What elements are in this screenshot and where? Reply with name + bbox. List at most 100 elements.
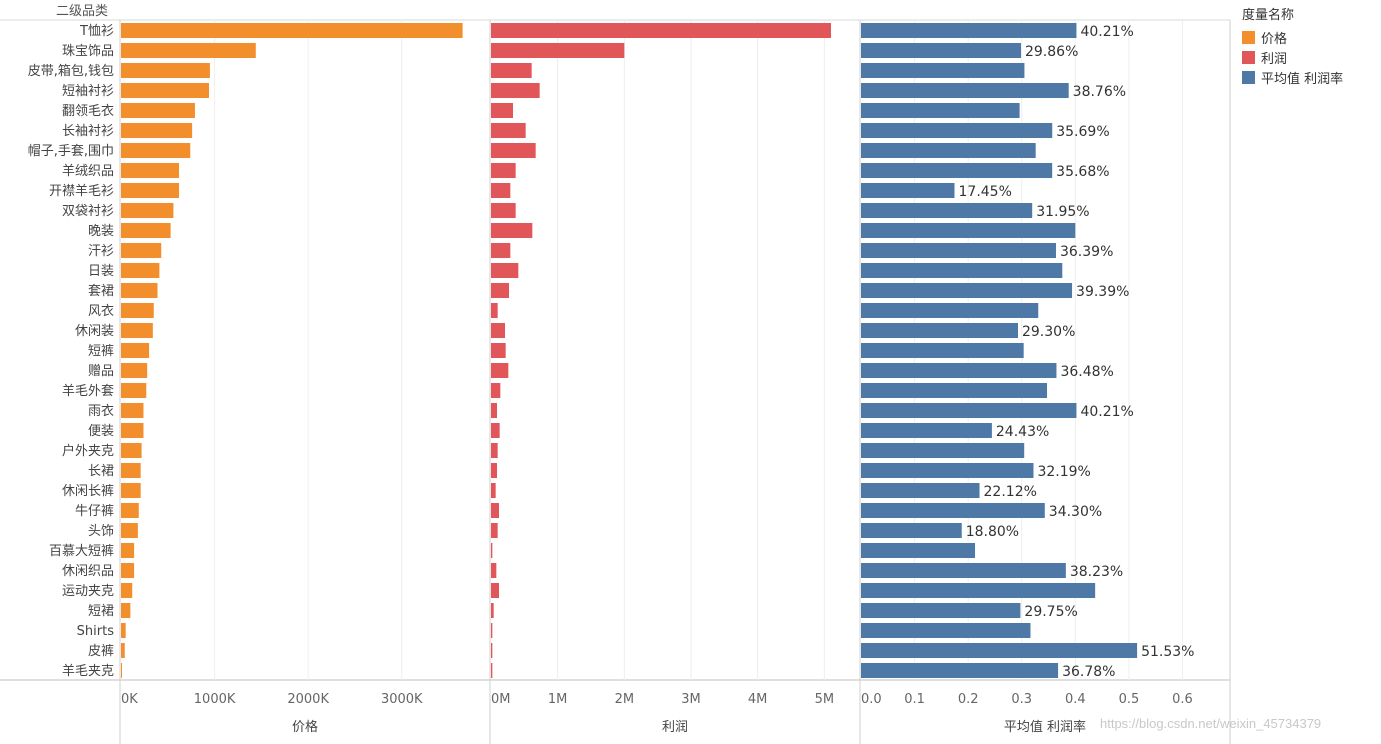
bar [861,243,1056,258]
legend-swatch-price [1242,30,1255,44]
bar [121,23,463,38]
bar [861,83,1069,98]
row-header: 二级品类 [56,4,108,19]
bar [121,343,150,358]
row-label: 牛仔裤 [75,504,114,519]
bar [491,423,500,438]
watermark: https://blog.csdn.net/weixin_45734379 [1100,716,1322,731]
axis-title: 平均值 利润率 [1004,719,1086,735]
tick-label: 4M [748,692,768,707]
legend-item-profit[interactable]: 利润 [1242,47,1343,67]
bar [121,283,158,298]
data-label: 29.75% [1024,604,1077,620]
row-label: 休闲装 [75,324,114,339]
data-label: 38.76% [1073,84,1126,100]
bar [121,243,162,258]
tick-label: 0M [491,692,511,707]
tick-label: 1M [548,692,568,707]
axes: 0K 1000K 2000K 3000K 价格 0M 1M 2M 3M 4M 5M 利润 0.0 0.1 0… [121,692,1193,735]
axis-title: 价格 [292,719,318,735]
tick-label: 0.4 [1065,692,1086,707]
row-label: 开襟羊毛衫 [49,183,114,199]
row-label: 短袖衬衫 [62,84,114,99]
row-label: 珠宝饰品 [62,44,114,59]
data-label: 18.80% [966,524,1019,540]
row-label: 帽子,手套,围巾 [28,143,114,159]
legend-swatch-margin [1242,70,1255,84]
data-label: 36.48% [1060,364,1113,380]
bar [121,323,153,338]
bar [121,43,256,58]
data-label: 32.19% [1037,464,1090,480]
data-label: 40.21% [1080,24,1133,40]
bar [121,183,180,198]
gridlines [214,20,1183,680]
row-label: 雨衣 [88,403,114,419]
row-label: 便装 [88,424,114,439]
row-label: 短裙 [88,604,114,619]
row-label: 赠品 [88,364,114,379]
row-label: 羊毛夹克 [62,663,114,679]
row-label: 百慕大短裤 [49,544,114,559]
bar [491,463,497,478]
bar [491,603,494,618]
bar [491,103,513,118]
bar [861,503,1045,518]
bar [861,363,1057,378]
bar [491,383,501,398]
tick-label: 0.5 [1119,692,1140,707]
data-label: 24.43% [996,424,1049,440]
bar [861,223,1076,238]
legend-label-profit: 利润 [1261,51,1288,67]
bar [121,103,195,118]
bar [121,163,180,178]
tick-label: 5M [815,692,835,707]
tick-label: 0.1 [904,692,925,707]
bar [121,223,171,238]
bar [491,223,533,238]
legend-item-margin[interactable]: 平均值 利润率 [1242,67,1343,87]
bar [491,123,526,138]
tick-label: 0.0 [861,692,882,707]
bar [861,103,1020,118]
bar [491,203,516,218]
tick-label: 3M [681,692,701,707]
bar [121,643,125,658]
row-label: 套裙 [88,283,114,299]
data-label: 29.86% [1025,44,1078,60]
bar [491,23,831,38]
bar [491,323,505,338]
row-label: 短裤 [88,344,114,359]
data-label: 38.23% [1070,564,1123,580]
data-label: 36.39% [1060,244,1113,260]
row-labels: T恤衫珠宝饰品皮带,箱包,钱包短袖衬衫翻领毛衣长袖衬衫帽子,手套,围巾羊绒织品开… [28,24,114,679]
tick-label: 0.2 [958,692,979,707]
row-label: 晚装 [88,224,114,239]
bar [121,263,160,278]
bar [491,643,493,658]
row-label: 羊毛外套 [62,383,114,399]
bars: 40.21%29.86%38.76%35.69%35.68%17.45%31.9… [121,23,1194,680]
data-label: 51.53% [1141,644,1194,660]
bar [491,583,499,598]
bar [121,63,210,78]
bar [861,383,1048,398]
bar [121,403,144,418]
bar [861,183,955,198]
legend-label-margin: 平均值 利润率 [1261,71,1344,87]
bar [121,203,174,218]
bar [861,483,980,498]
legend-item-price[interactable]: 价格 [1242,27,1343,47]
bar [491,523,498,538]
bar [121,83,209,98]
data-label: 31.95% [1036,204,1089,220]
tick-label: 2M [615,692,635,707]
bar [491,443,498,458]
bar [861,403,1077,418]
row-label: 头饰 [88,524,114,539]
bar [861,663,1059,678]
tick-label: 0.6 [1172,692,1193,707]
data-label: 40.21% [1080,404,1133,420]
bar [121,623,126,638]
legend-swatch-profit [1242,50,1255,64]
